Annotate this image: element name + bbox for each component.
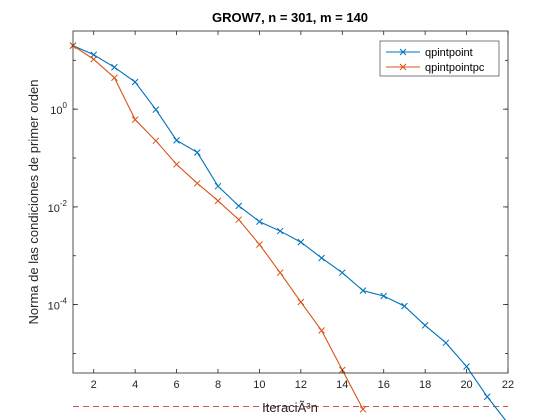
data-point-qpintpoint [173,137,180,144]
data-point-qpintpointpc [297,298,305,306]
plot-frame [72,30,509,374]
data-point-qpintpointpc [90,55,98,63]
y-axis-label: Norma de las condiciones de primer orden [26,80,41,325]
data-point-qpintpointpc [276,269,284,277]
x-tick-label: 10 [253,379,265,391]
data-point-qpintpoint [235,202,243,210]
series-line-qpintpoint [72,45,507,420]
data-point-qpintpointpc [318,327,325,334]
x-tick-label: 12 [295,379,307,391]
x-tick-label: 8 [215,379,221,391]
data-point-qpintpointpc [359,405,367,413]
x-tick-label: 16 [378,379,390,391]
y-tick-label: 100 [50,101,67,117]
data-point-qpintpointpc [131,116,139,124]
x-tick-label: 6 [174,379,180,391]
data-point-qpintpoint [359,287,367,295]
data-point-qpintpoint [483,393,491,401]
y-tick-label: 10-2 [48,199,68,215]
legend-items: qpintpoint qpintpointpc [386,47,485,74]
data-point-qpintpoint [214,182,222,190]
y-tick-base: 10 [50,105,62,117]
legend-marker [399,48,407,56]
data-point-qpintpoint [297,238,305,246]
data-point-qpintpoint [193,149,201,156]
data-point-qpintpointpc [173,161,180,168]
data-point-qpintpoint [152,106,160,113]
data-point-qpintpoint [276,227,284,235]
x-tick-label: 20 [460,379,472,391]
legend-box [379,40,500,77]
x-tick-label: 2 [91,379,97,391]
x-tick-label: 14 [336,379,348,391]
data-point-qpintpointpc [214,197,222,205]
legend-marker [399,63,407,71]
y-tick-exponent: -4 [60,297,68,306]
series-layer [69,42,507,420]
data-point-qpintpointpc [256,241,263,248]
data-point-qpintpoint [131,78,139,86]
data-point-qpintpoint [338,269,346,277]
x-axis-label: IteraciÃ³n [262,400,318,415]
y-tick-exponent: 0 [63,101,68,110]
y-tick-base: 10 [48,301,60,313]
plot-background [73,31,508,373]
y-tick-label: 10-4 [48,297,68,313]
data-point-qpintpointpc [235,216,243,223]
legend: qpintpoint qpintpointpc [379,40,500,77]
y-tick-exponent: -2 [60,199,68,208]
data-point-qpintpointpc [111,74,118,82]
data-point-qpintpoint [421,322,429,329]
data-point-qpintpoint [442,339,450,347]
x-tick-label: 4 [132,379,138,391]
data-point-qpintpointpc [193,179,201,187]
legend-label: qpintpointpc [425,62,485,74]
x-tick-label: 18 [419,379,431,391]
y-tick-base: 10 [48,203,60,215]
legend-label: qpintpoint [425,47,473,59]
data-point-qpintpoint [401,302,408,310]
x-ticks: 2 4 6 8 10 12 14 16 18 20 22 [91,31,514,391]
data-point-qpintpoint [380,292,388,300]
data-point-qpintpoint [111,63,118,71]
chart-title: GROW7, n = 301, m = 140 [212,10,368,25]
data-point-qpintpoint [318,254,325,262]
x-tick-label: 22 [502,379,514,391]
data-point-qpintpoint [256,218,263,225]
data-point-qpintpointpc [152,137,160,145]
data-point-qpintpoint [463,363,470,370]
